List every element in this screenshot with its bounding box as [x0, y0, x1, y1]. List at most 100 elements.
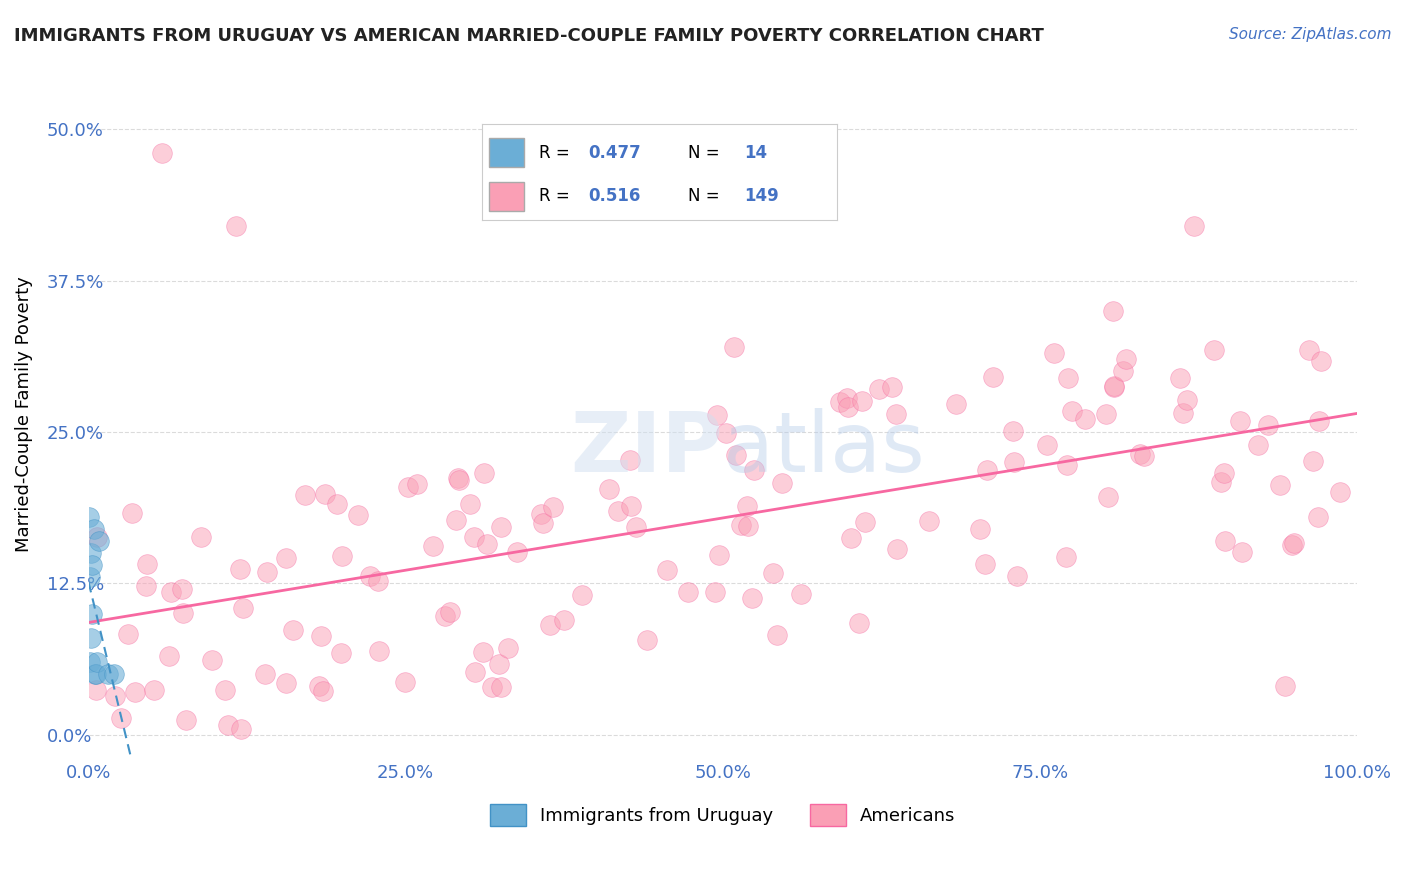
Point [405, 477, 427, 491]
Point [103, 667, 125, 681]
Point [80, 631, 103, 645]
Point [254, 666, 277, 681]
Point [1175, 393, 1198, 408]
Point [709, 549, 731, 563]
Point [150, 146, 173, 161]
Point [1056, 458, 1078, 473]
Point [676, 584, 699, 599]
Legend: Immigrants from Uruguay, Americans: Immigrants from Uruguay, Americans [482, 797, 963, 833]
Point [281, 623, 304, 637]
Point [839, 531, 862, 545]
Point [1002, 425, 1025, 439]
Point [1095, 407, 1118, 421]
Point [530, 507, 553, 521]
Point [742, 462, 765, 476]
Point [472, 645, 495, 659]
Point [326, 497, 349, 511]
Point [433, 608, 456, 623]
Point [104, 690, 127, 704]
Point [83, 522, 105, 536]
Point [886, 541, 908, 556]
Point [489, 520, 512, 534]
Point [506, 545, 529, 559]
Point [174, 714, 197, 728]
Text: atlas: atlas [723, 408, 925, 489]
Point [121, 506, 143, 520]
Point [80, 546, 103, 560]
Point [884, 407, 907, 421]
Point [1002, 455, 1025, 469]
Point [77, 509, 100, 524]
Point [1202, 343, 1225, 357]
Point [1073, 412, 1095, 426]
Point [86, 531, 108, 545]
Point [969, 522, 991, 536]
Point [136, 558, 159, 572]
Point [730, 518, 752, 533]
Point [1005, 569, 1028, 583]
Point [1170, 371, 1192, 385]
Point [276, 675, 298, 690]
Point [1129, 447, 1152, 461]
Point [312, 684, 335, 698]
Point [294, 488, 316, 502]
Point [918, 514, 941, 528]
Point [741, 591, 763, 605]
Point [87, 533, 110, 548]
Point [828, 395, 851, 409]
Point [172, 606, 194, 620]
Point [472, 467, 495, 481]
Point [142, 683, 165, 698]
Point [837, 400, 859, 414]
Point [330, 549, 353, 563]
Point [868, 382, 890, 396]
Point [157, 648, 180, 663]
Point [79, 570, 101, 584]
Y-axis label: Married-Couple Family Poverty: Married-Couple Family Poverty [15, 276, 32, 551]
Point [1281, 538, 1303, 552]
Point [489, 680, 512, 694]
Point [422, 540, 444, 554]
Point [308, 679, 330, 693]
Point [1102, 380, 1125, 394]
Point [135, 579, 157, 593]
Point [835, 391, 858, 405]
Point [714, 426, 737, 441]
Point [449, 474, 471, 488]
Point [1329, 484, 1351, 499]
Point [276, 550, 298, 565]
Point [706, 409, 728, 423]
Point [737, 519, 759, 533]
Point [1102, 379, 1125, 393]
Point [626, 520, 648, 534]
Point [1308, 509, 1330, 524]
Point [481, 681, 503, 695]
Point [1247, 438, 1270, 452]
Point [1302, 454, 1324, 468]
Point [725, 448, 748, 462]
Text: Source: ZipAtlas.com: Source: ZipAtlas.com [1229, 27, 1392, 42]
Point [225, 219, 247, 233]
Point [789, 587, 811, 601]
Point [1213, 533, 1236, 548]
Point [1209, 475, 1232, 490]
Point [214, 683, 236, 698]
Point [488, 657, 510, 671]
Point [172, 582, 194, 597]
Point [347, 508, 370, 522]
Point [1257, 417, 1279, 432]
Point [1182, 219, 1205, 233]
Point [396, 480, 419, 494]
Point [1310, 353, 1333, 368]
Point [1229, 414, 1251, 428]
Point [82, 558, 104, 573]
Point [498, 640, 520, 655]
Point [232, 601, 254, 615]
Point [571, 589, 593, 603]
Point [477, 536, 499, 550]
Point [229, 722, 252, 736]
Point [329, 646, 352, 660]
Point [543, 500, 565, 514]
Point [848, 615, 870, 630]
Point [553, 613, 575, 627]
